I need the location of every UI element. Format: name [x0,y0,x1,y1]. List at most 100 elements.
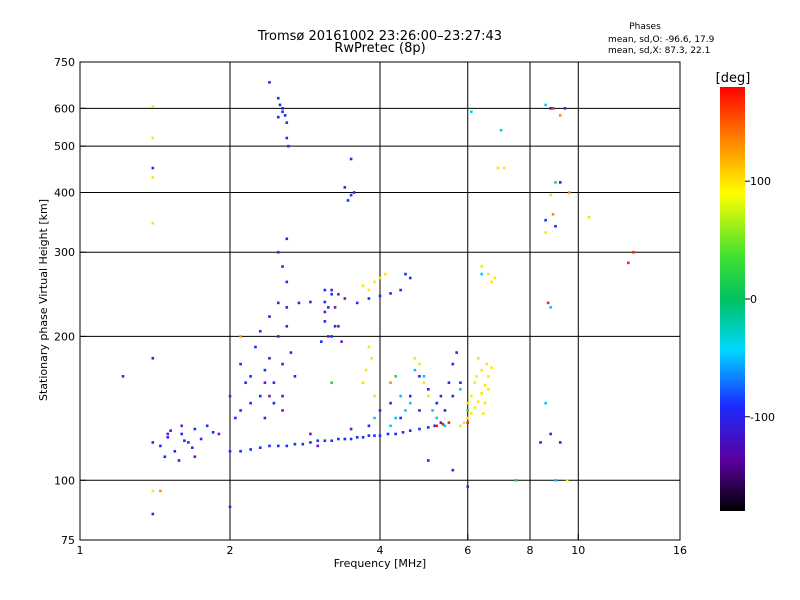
data-point [276,301,280,305]
data-point [389,381,392,385]
data-point [205,424,209,428]
data-point [558,441,562,444]
data-point [408,401,412,405]
data-point [285,444,289,448]
data-point [349,193,353,197]
data-point [352,191,356,194]
data-point [309,441,312,444]
data-point [549,432,552,436]
data-point [373,434,376,437]
data-point [268,315,271,318]
data-point [263,381,267,385]
data-point [316,439,320,443]
data-point [539,441,542,444]
data-point [180,432,184,436]
data-point [330,288,334,292]
data-point [563,107,567,110]
data-point [408,276,412,280]
data-point [404,272,407,276]
data-point [483,384,487,387]
data-point [323,320,327,323]
data-point [268,444,271,448]
data-point [558,181,562,184]
data-point [211,431,215,434]
data-point [544,103,547,107]
data-point [462,421,466,424]
data-point [485,362,489,366]
data-point [151,356,155,360]
data-point [263,416,267,420]
colorbar-tick-label: 0 [750,293,757,306]
chart-title: Tromsø 20161002 23:26:00–23:27:43 [257,29,502,44]
data-point [399,288,402,292]
data-point [283,114,287,117]
data-point [281,265,284,268]
data-point [632,250,635,254]
data-point [433,424,436,428]
data-point [477,356,480,360]
data-point [459,424,462,428]
data-point [551,213,555,216]
data-point [249,448,252,451]
data-point [451,394,455,398]
data-point [239,409,242,412]
data-point [276,250,280,254]
data-point [418,362,421,366]
stats-heading: Phases [629,22,661,32]
data-point [327,306,330,309]
data-point [151,441,155,444]
data-point [285,280,289,284]
data-point [193,455,197,459]
data-point [297,301,301,305]
x-tick-label: 4 [377,544,384,557]
data-point [323,310,327,314]
data-point [384,272,387,276]
data-point [549,107,552,110]
y-tick-label: 75 [61,534,75,547]
data-point [378,434,382,437]
data-point [285,136,289,140]
data-point [333,306,337,309]
data-point [187,441,190,444]
data-point [340,340,343,343]
data-point [399,416,402,420]
data-point [330,292,334,296]
x-tick-label: 1 [77,544,84,557]
data-point [327,335,330,338]
data-point [480,368,484,372]
data-point [441,422,445,426]
data-point [459,381,462,385]
data-point [447,421,451,424]
grid-lines [80,62,680,540]
data-point [544,401,547,405]
data-point [466,401,470,405]
data-point [330,381,334,385]
data-point [394,375,397,378]
data-point [544,218,547,222]
x-axis-label: Frequency [MHz] [334,557,426,570]
data-point [487,375,490,378]
data-point [435,416,439,420]
data-point [337,292,340,296]
data-point [151,136,155,140]
data-point [361,381,365,385]
data-point [163,455,167,459]
data-point [389,292,392,295]
data-point [249,375,252,378]
data-point [285,237,289,241]
data-point [349,437,353,441]
colorbar-tick-label: 100 [750,175,771,188]
colorbar-tick-label: -100 [750,411,775,424]
data-point [502,166,506,170]
data-point [514,478,518,482]
data-point [587,215,591,219]
data-point [228,449,232,453]
data-point [480,392,484,395]
data-point [373,280,376,284]
data-point [378,276,382,280]
data-point [554,224,557,228]
data-point [418,375,421,378]
data-point [378,409,382,412]
data-point [159,444,162,448]
data-point [399,394,402,398]
